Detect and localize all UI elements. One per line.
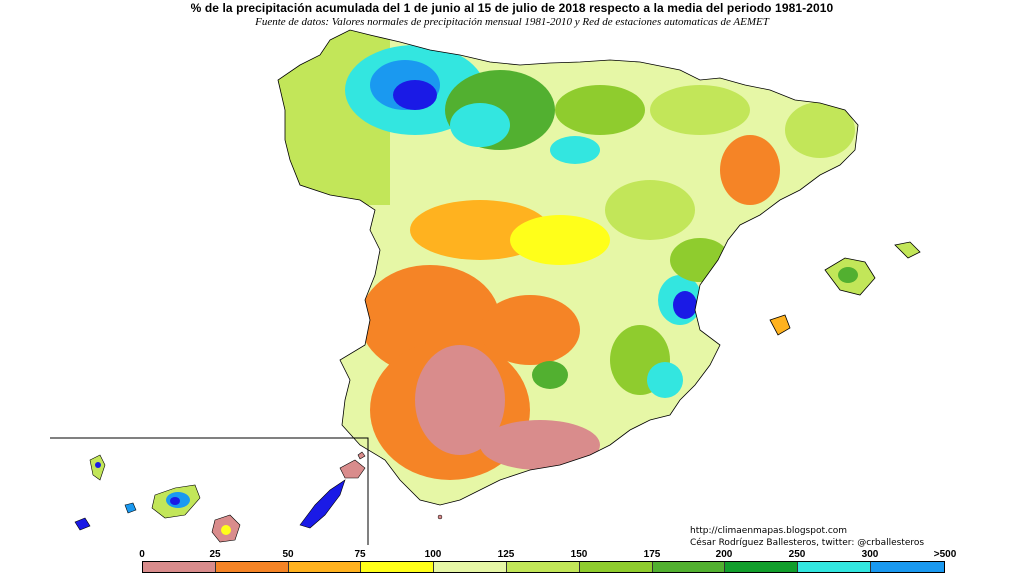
legend-label: 200 (715, 549, 733, 560)
legend-color-bar (142, 561, 945, 573)
canary-islands (74, 451, 366, 543)
legend-swatch (215, 562, 289, 572)
legend-label: 100 (424, 549, 442, 560)
ceuta-marker (437, 514, 443, 520)
legend-swatch (798, 562, 871, 572)
legend-swatch (288, 562, 362, 572)
legend-labels: 0 25 50 75 100 125 150 175 200 250 300 >… (0, 549, 1024, 561)
legend-swatch (434, 562, 507, 572)
credits-website: http://climaenmapas.blogspot.com (690, 526, 848, 536)
legend-swatch (506, 562, 580, 572)
legend-label: 25 (209, 549, 221, 560)
balearic-islands (769, 241, 921, 336)
legend-label: >500 (933, 549, 957, 560)
legend-label: 0 (139, 549, 145, 560)
legend-swatch (361, 562, 435, 572)
legend-label: 250 (788, 549, 806, 560)
legend-swatch (725, 562, 799, 572)
legend-swatch (652, 562, 726, 572)
legend-label: 50 (282, 549, 294, 560)
spain-mainland (278, 30, 858, 505)
map-subtitle: Fuente de datos: Valores normales de pre… (255, 16, 769, 28)
legend-swatch (143, 562, 216, 572)
legend-label: 175 (643, 549, 661, 560)
canary-inset-frame (50, 437, 369, 545)
legend-label: 150 (570, 549, 588, 560)
legend-swatch (870, 562, 944, 572)
legend-label: 75 (354, 549, 366, 560)
legend-label: 300 (861, 549, 879, 560)
legend-label: 125 (497, 549, 515, 560)
legend-swatch (579, 562, 653, 572)
credits: http://climaenmapas.blogspot.com César R… (690, 525, 924, 549)
credits-author: César Rodríguez Ballesteros, twitter: @c… (690, 538, 925, 548)
map-title: % de la precipitación acumulada del 1 de… (190, 1, 834, 15)
